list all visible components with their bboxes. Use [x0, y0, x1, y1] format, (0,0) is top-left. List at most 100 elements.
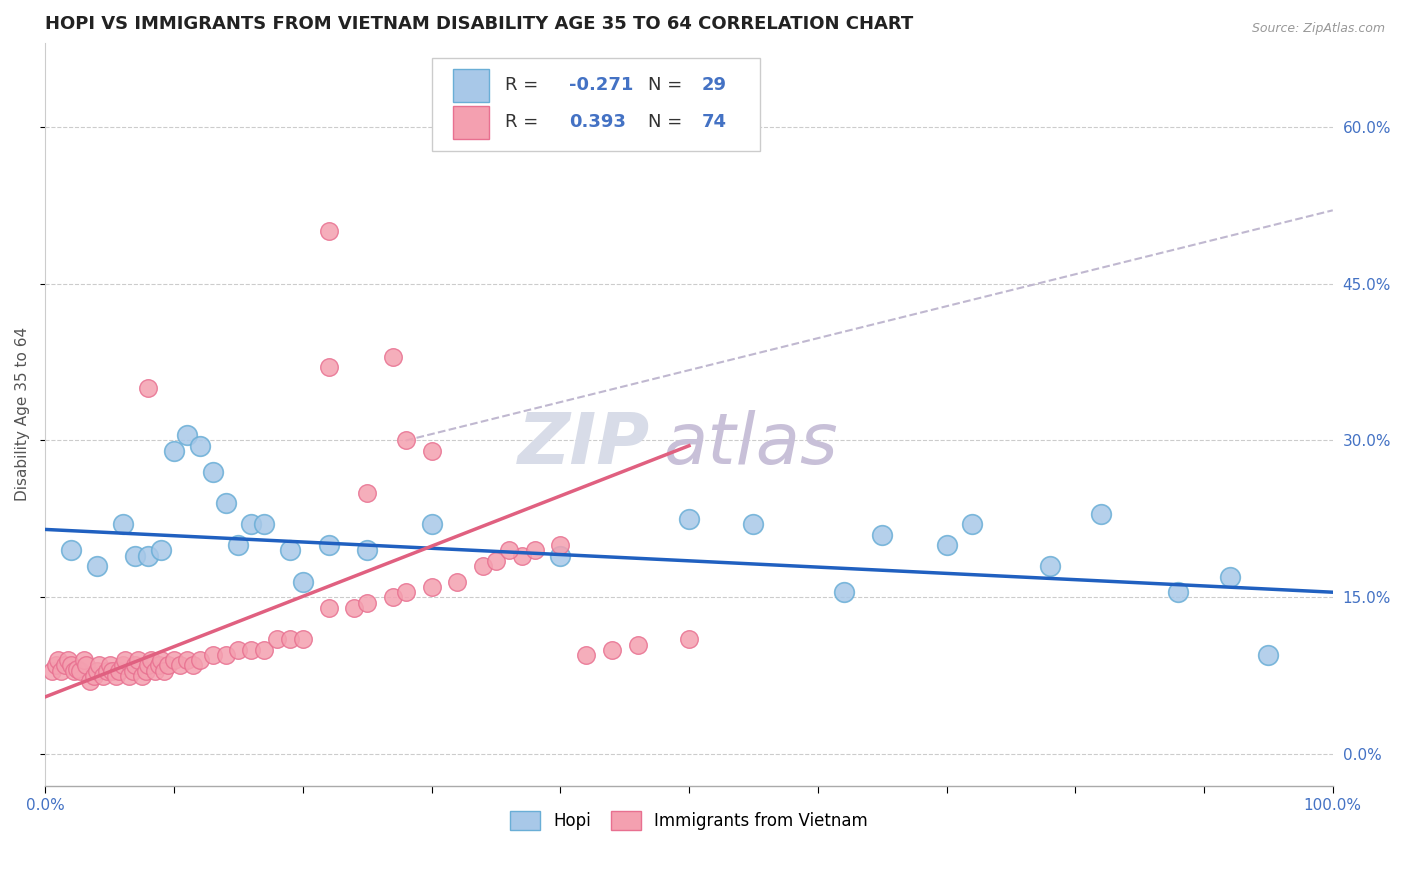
Point [66, 662, 89, 676]
Text: 0.393: 0.393 [569, 113, 626, 131]
Point [1167, 585, 1189, 599]
Point [69, 664, 91, 678]
Point [124, 658, 146, 673]
Point [150, 653, 173, 667]
Text: Source: ZipAtlas.com: Source: ZipAtlas.com [1251, 22, 1385, 36]
Point [523, 543, 546, 558]
Point [105, 669, 128, 683]
Point [472, 559, 495, 574]
Point [169, 658, 191, 673]
Point [86, 559, 108, 574]
Point [79, 674, 101, 689]
Point [111, 658, 134, 673]
Point [291, 574, 314, 589]
Point [1038, 559, 1060, 574]
Point [183, 658, 205, 673]
Point [188, 653, 211, 667]
Point [53, 658, 76, 673]
Point [139, 653, 162, 667]
Point [318, 601, 340, 615]
Point [98, 658, 121, 673]
Point [485, 554, 508, 568]
Point [148, 658, 170, 673]
Point [343, 601, 366, 615]
Point [136, 381, 159, 395]
Text: HOPI VS IMMIGRANTS FROM VIETNAM DISABILITY AGE 35 TO 64 CORRELATION CHART: HOPI VS IMMIGRANTS FROM VIETNAM DISABILI… [45, 15, 914, 33]
Point [83, 669, 105, 683]
Point [420, 444, 443, 458]
Point [278, 543, 301, 558]
Legend: Hopi, Immigrants from Vietnam: Hopi, Immigrants from Vietnam [503, 805, 875, 837]
Point [356, 543, 378, 558]
Point [575, 648, 598, 662]
Point [118, 669, 141, 683]
Point [356, 596, 378, 610]
Point [107, 664, 129, 678]
Text: 29: 29 [702, 76, 727, 95]
Point [446, 574, 468, 589]
Point [1257, 648, 1279, 662]
Point [176, 653, 198, 667]
Point [114, 653, 136, 667]
Point [291, 632, 314, 647]
Point [253, 517, 276, 532]
Point [318, 360, 340, 375]
Point [742, 517, 765, 532]
Point [156, 658, 179, 673]
Text: N =: N = [648, 113, 682, 131]
Point [214, 496, 236, 510]
Point [381, 350, 404, 364]
Point [498, 543, 520, 558]
Text: 74: 74 [702, 113, 727, 131]
Point [152, 664, 174, 678]
Point [240, 517, 263, 532]
Point [278, 632, 301, 647]
Text: R =: R = [505, 76, 538, 95]
Point [510, 549, 533, 563]
Point [150, 543, 173, 558]
Point [46, 653, 69, 667]
Point [870, 527, 893, 541]
Text: atlas: atlas [664, 409, 838, 478]
Point [89, 658, 111, 673]
Point [240, 642, 263, 657]
Point [1090, 507, 1112, 521]
Point [136, 658, 159, 673]
Point [318, 538, 340, 552]
Point [86, 664, 108, 678]
Point [962, 517, 984, 532]
Point [96, 664, 118, 678]
Point [163, 444, 186, 458]
Point [176, 428, 198, 442]
Point [111, 517, 134, 532]
Point [266, 632, 288, 647]
Point [135, 664, 157, 678]
Point [548, 538, 571, 552]
Point [163, 653, 186, 667]
Point [124, 549, 146, 563]
Text: N =: N = [648, 76, 682, 95]
Point [101, 664, 124, 678]
Point [60, 543, 83, 558]
Point [548, 549, 571, 563]
Point [45, 658, 67, 673]
FancyBboxPatch shape [453, 105, 489, 139]
Point [91, 669, 114, 683]
Point [228, 538, 250, 552]
FancyBboxPatch shape [432, 58, 759, 151]
Point [58, 653, 80, 667]
Point [76, 658, 98, 673]
Point [626, 638, 648, 652]
Point [62, 664, 84, 678]
Point [228, 642, 250, 657]
Point [127, 653, 149, 667]
Point [395, 434, 418, 448]
Point [143, 664, 166, 678]
Point [395, 585, 418, 599]
Point [678, 512, 700, 526]
Point [60, 658, 83, 673]
FancyBboxPatch shape [453, 69, 489, 102]
Point [935, 538, 957, 552]
Point [381, 591, 404, 605]
Point [136, 549, 159, 563]
